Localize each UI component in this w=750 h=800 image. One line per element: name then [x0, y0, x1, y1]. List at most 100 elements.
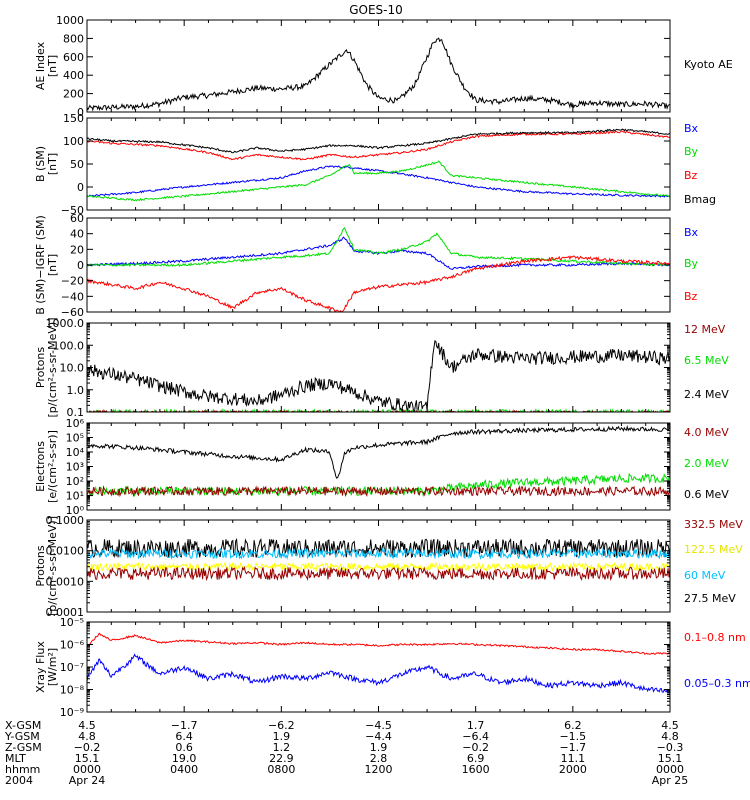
x-row-value: 4.5 — [78, 719, 96, 732]
legend-entry: 122.5 MeV — [684, 543, 743, 556]
series-line-5-1 — [87, 424, 670, 479]
legend-entry: By — [684, 257, 699, 270]
x-row-value: 0000 — [656, 763, 684, 776]
x-row-value: 0400 — [170, 763, 198, 776]
legend-entry: 0.6 MeV — [684, 488, 729, 501]
x-row-value: 6.4 — [175, 730, 193, 743]
panel-frame — [86, 621, 671, 713]
panel-4: 0.1 1.0 10.0 100.0 1000.0Protons[p/(cm²-s-sr… — [34, 317, 729, 419]
legend-entry: Bx — [684, 122, 699, 135]
y-tick-label: 10³ — [66, 461, 84, 474]
x-row-value: 0800 — [267, 763, 295, 776]
x-row-value: 15.1 — [658, 752, 683, 765]
x-row-value: −1.5 — [559, 730, 586, 743]
y-tick-label: −50 — [61, 204, 84, 217]
x-row-value: 2.8 — [370, 752, 388, 765]
y-axis-label: Electrons[e/(cm²-s-sr)] — [34, 430, 59, 503]
panel-2: −50 0 50 100 150 B (SM)[nT] Bx By Bz Bmag — [34, 112, 716, 217]
legend-entry: Kyoto AE — [684, 58, 733, 71]
x-row-value: 1.2 — [273, 741, 291, 754]
series-line-1-1 — [87, 37, 670, 112]
y-tick-label: 0.1000 — [46, 514, 85, 527]
legend-entry: Bz — [684, 290, 698, 303]
x-row-label: X-GSM — [5, 719, 41, 732]
y-axis-label: B (SM)[nT] — [34, 146, 59, 182]
legend-entry: 6.5 MeV — [684, 354, 729, 367]
y-tick-label: 0.0001 — [46, 606, 85, 619]
y-tick-label: −20 — [61, 275, 84, 288]
x-row-value: 6.9 — [467, 752, 485, 765]
x-row-value: 15.1 — [75, 752, 100, 765]
y-tick-label: 10⁶ — [66, 417, 85, 430]
panel-frame — [86, 217, 671, 313]
y-tick-label: 800 — [63, 32, 84, 45]
y-tick-label: 1000.0 — [46, 317, 85, 330]
y-axis-label: AE Index[nT] — [34, 41, 59, 90]
x-row-value: Apr 24 — [69, 774, 106, 787]
panel-1: 0 200 400 600 800 1000 AE Index[nT] Kyoto AE — [34, 14, 733, 119]
legend-entry: 0.1–0.8 nm — [684, 631, 746, 644]
y-tick-label: 60 — [70, 212, 84, 225]
panel-3: −60 −40 −20 0 20 40 60 B (SM)−IGRF (SM)[nT] Bx By… — [34, 212, 699, 319]
y-tick-label: 0.0010 — [46, 575, 85, 588]
series-line-3-2 — [87, 227, 670, 268]
y-tick-label: −60 — [61, 306, 84, 319]
x-row-value: 1600 — [462, 763, 490, 776]
y-tick-label: 10⁻⁸ — [60, 684, 85, 697]
y-tick-label: 0.0100 — [46, 545, 85, 558]
legend-entry: Bmag — [684, 193, 716, 206]
series-line-4-1 — [87, 340, 670, 412]
legend-entry: By — [684, 145, 699, 158]
y-tick-label: 200 — [63, 88, 84, 101]
x-row-value: −6.2 — [268, 719, 295, 732]
x-row-value: 19.0 — [172, 752, 197, 765]
x-row-value: −1.7 — [559, 741, 586, 754]
legend-entry: Bx — [684, 226, 699, 239]
x-row-value: 22.9 — [269, 752, 294, 765]
legend-entry: 2.4 MeV — [684, 388, 729, 401]
y-tick-label: 100 — [63, 135, 84, 148]
series-line-5-3 — [87, 484, 670, 498]
y-tick-label: 0 — [77, 259, 84, 272]
x-row-value: 11.1 — [561, 752, 586, 765]
y-tick-label: 40 — [70, 228, 84, 241]
y-tick-label: 1.0 — [67, 384, 85, 397]
y-tick-label: 10⁴ — [66, 446, 85, 459]
series-line-7-2 — [87, 653, 670, 693]
y-tick-label: −40 — [61, 290, 84, 303]
x-row-value: 1.9 — [370, 741, 388, 754]
x-row-value: 6.2 — [564, 719, 582, 732]
y-axis-label: B (SM)−IGRF (SM)[nT] — [34, 215, 59, 315]
y-tick-label: 10¹ — [66, 490, 84, 503]
y-tick-label: 10.0 — [60, 362, 85, 375]
series-line-2-1 — [87, 165, 670, 198]
x-row-value: 0000 — [73, 763, 101, 776]
x-row-value: 0.6 — [175, 741, 193, 754]
y-tick-label: 10⁰ — [66, 504, 85, 517]
x-row-value: 2000 — [559, 763, 587, 776]
series-line-6-2 — [87, 547, 670, 560]
y-tick-label: 0 — [77, 181, 84, 194]
y-tick-label: 10⁻⁶ — [60, 639, 85, 652]
legend-entry: 27.5 MeV — [684, 592, 736, 605]
x-row-label: hhmm — [5, 763, 40, 776]
y-tick-label: 600 — [63, 51, 84, 64]
series-line-3-1 — [87, 236, 670, 271]
legend-entry: Bz — [684, 169, 698, 182]
x-row-value: −6.4 — [462, 730, 489, 743]
chart-title: GOES-10 — [349, 3, 403, 17]
y-tick-label: 10⁻⁹ — [60, 706, 84, 719]
legend-entry: 0.05–0.3 nm — [684, 677, 750, 690]
x-row-label: MLT — [5, 752, 26, 765]
y-tick-label: 10⁻⁷ — [60, 661, 84, 674]
y-tick-label: 50 — [70, 158, 84, 171]
series-line-3-3 — [87, 255, 670, 312]
legend-entry: 4.0 MeV — [684, 426, 729, 439]
x-row-label: Y-GSM — [4, 730, 40, 743]
y-tick-label: 400 — [63, 69, 84, 82]
legend-entry: 12 MeV — [684, 323, 726, 336]
y-axis-label: Protons[p/(cm²-s-sr-MeV)] — [34, 516, 59, 616]
x-row-value: −0.2 — [462, 741, 489, 754]
